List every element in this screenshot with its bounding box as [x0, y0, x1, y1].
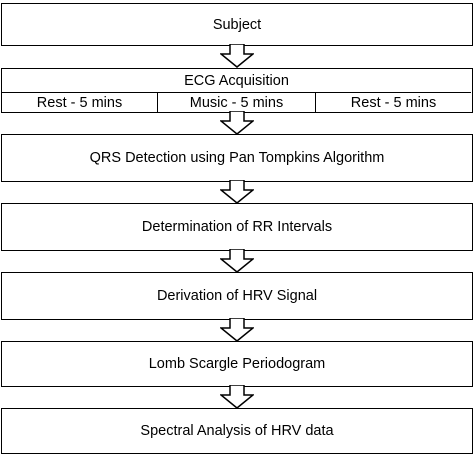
arrow-down-icon	[220, 180, 254, 204]
qrs-detection-label: QRS Detection using Pan Tompkins Algorit…	[89, 150, 385, 166]
ecg-acquisition-label: ECG Acquisition	[2, 69, 471, 92]
spectral-analysis-box: Spectral Analysis of HRV data	[1, 408, 473, 454]
phase-music-label: Music - 5 mins	[189, 94, 284, 111]
rr-intervals-box: Determination of RR Intervals	[1, 203, 473, 251]
phase-music: Music - 5 mins	[158, 93, 316, 112]
hrv-signal-box: Derivation of HRV Signal	[1, 272, 473, 320]
arrow-down-icon	[220, 318, 254, 342]
rr-intervals-label: Determination of RR Intervals	[141, 219, 333, 235]
phase-rest-1-label: Rest - 5 mins	[36, 94, 123, 111]
subject-label: Subject	[212, 16, 262, 33]
phase-rest-2-label: Rest - 5 mins	[350, 94, 437, 111]
phase-rest-1: Rest - 5 mins	[2, 93, 158, 112]
ecg-acquisition-box: ECG Acquisition Rest - 5 mins Music - 5 …	[1, 68, 473, 113]
spectral-analysis-label: Spectral Analysis of HRV data	[140, 423, 334, 439]
phase-rest-2: Rest - 5 mins	[316, 93, 471, 112]
hrv-signal-label: Derivation of HRV Signal	[156, 288, 318, 304]
qrs-detection-box: QRS Detection using Pan Tompkins Algorit…	[1, 134, 473, 182]
subject-box: Subject	[1, 3, 473, 46]
arrow-down-icon	[220, 44, 254, 68]
arrow-down-icon	[220, 111, 254, 135]
arrow-down-icon	[220, 249, 254, 273]
arrow-down-icon	[220, 385, 254, 409]
phase-row: Rest - 5 mins Music - 5 mins Rest - 5 mi…	[2, 92, 471, 112]
lomb-scargle-box: Lomb Scargle Periodogram	[1, 341, 473, 387]
lomb-scargle-label: Lomb Scargle Periodogram	[148, 356, 326, 372]
ecg-acquisition-text: ECG Acquisition	[184, 72, 289, 89]
